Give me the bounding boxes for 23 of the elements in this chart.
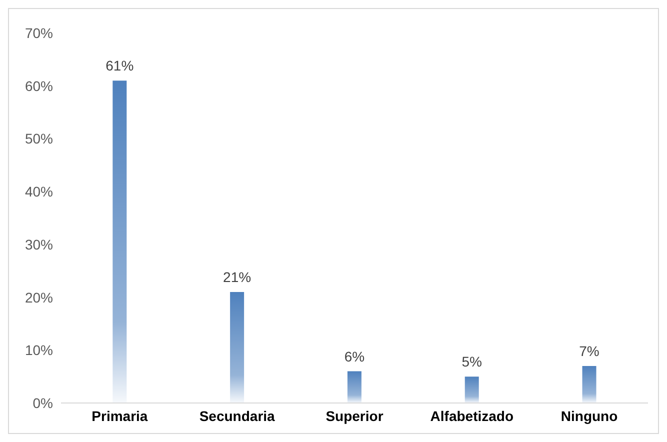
data-label: 21% xyxy=(223,269,252,285)
y-tick-label: 10% xyxy=(24,342,53,358)
y-tick-label: 40% xyxy=(24,184,53,200)
y-tick-label: 20% xyxy=(24,289,53,306)
x-tick-label: Primaria xyxy=(92,408,148,424)
x-tick-label: Superior xyxy=(326,408,384,424)
data-label: 7% xyxy=(579,343,600,359)
bar xyxy=(582,366,596,403)
x-tick-label: Secundaria xyxy=(199,408,276,424)
data-label: 61% xyxy=(106,58,134,74)
bar xyxy=(112,80,127,403)
x-tick-label: Alfabetizado xyxy=(430,408,514,424)
y-tick-label: 0% xyxy=(32,394,53,411)
bar xyxy=(230,292,244,403)
y-tick-label: 70% xyxy=(24,24,53,41)
bar xyxy=(347,371,362,403)
y-tick-label: 60% xyxy=(24,78,53,94)
y-tick-label: 50% xyxy=(24,130,53,147)
y-tick-label: 30% xyxy=(24,236,53,252)
bar xyxy=(464,376,479,403)
data-label: 5% xyxy=(462,354,482,370)
data-label: 6% xyxy=(344,348,365,364)
x-tick-label: Ninguno xyxy=(560,408,618,424)
